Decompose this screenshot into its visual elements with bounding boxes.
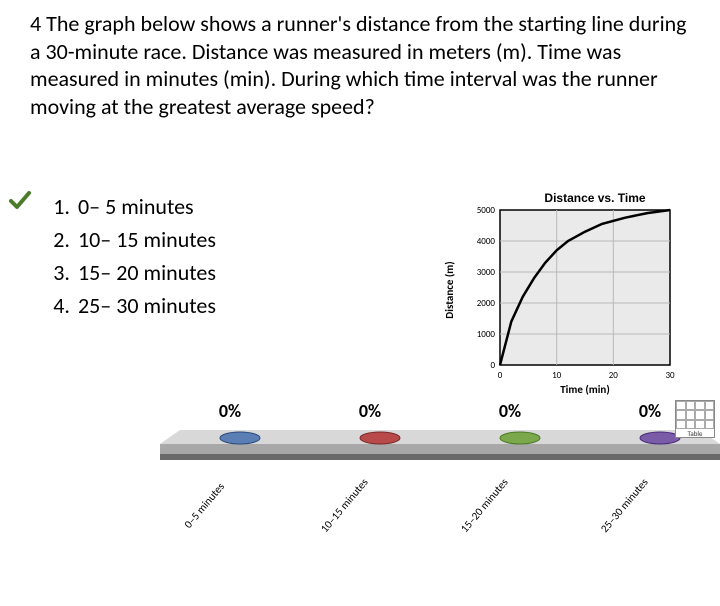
question-text: 4 The graph below shows a runner's dista…	[30, 10, 690, 120]
svg-text:1000: 1000	[477, 329, 496, 340]
svg-text:4000: 4000	[477, 236, 496, 247]
bar-label-4: 25–30 minutes	[574, 448, 720, 606]
choice-3[interactable]: 3. 15– 20 minutes	[30, 256, 216, 289]
svg-text:2000: 2000	[477, 298, 496, 309]
svg-text:Distance (m): Distance (m)	[443, 261, 456, 318]
percentage-row: 0% 0% 0% 0%	[160, 400, 720, 422]
svg-text:0: 0	[498, 370, 503, 381]
choice-text: 0– 5 minutes	[78, 190, 194, 223]
table-icon-label: Table	[676, 429, 714, 438]
checkmark-icon	[8, 188, 32, 212]
pct-3: 0%	[440, 400, 580, 422]
distance-time-graph: Distance vs. Time 0 1000 2000 3000 4000 …	[435, 190, 695, 410]
choice-text: 10– 15 minutes	[78, 223, 216, 256]
svg-text:Time (min): Time (min)	[560, 383, 610, 396]
bar-labels: 0–5 minutes 10–15 minutes 15–20 minutes …	[160, 462, 720, 542]
choice-num: 2.	[30, 223, 78, 256]
choice-1[interactable]: 1. 0– 5 minutes	[30, 190, 216, 223]
pct-2: 0%	[300, 400, 440, 422]
choice-2[interactable]: 2. 10– 15 minutes	[30, 223, 216, 256]
pct-1: 0%	[160, 400, 300, 422]
svg-text:30: 30	[665, 370, 675, 381]
svg-text:5000: 5000	[477, 205, 496, 216]
svg-text:3000: 3000	[477, 267, 496, 278]
choice-num: 4.	[30, 289, 78, 322]
choice-text: 25– 30 minutes	[78, 289, 216, 322]
bar-label-1: 0–5 minutes	[154, 448, 305, 606]
svg-text:0: 0	[490, 360, 495, 371]
table-icon[interactable]: Table	[675, 400, 715, 438]
choice-4[interactable]: 4. 25– 30 minutes	[30, 289, 216, 322]
choice-num: 1.	[30, 190, 78, 223]
bar-label-2: 10–15 minutes	[294, 448, 445, 606]
response-bar-chart: 0% 0% 0% 0% 0–5 minutes 10–15 minutes 15…	[160, 400, 720, 540]
bar-label-3: 15–20 minutes	[434, 448, 585, 606]
choice-text: 15– 20 minutes	[78, 256, 216, 289]
graph-title: Distance vs. Time	[544, 191, 645, 205]
svg-text:20: 20	[609, 370, 619, 381]
choice-num: 3.	[30, 256, 78, 289]
svg-text:10: 10	[552, 370, 562, 381]
answer-choices: 1. 0– 5 minutes 2. 10– 15 minutes 3. 15–…	[30, 190, 216, 322]
